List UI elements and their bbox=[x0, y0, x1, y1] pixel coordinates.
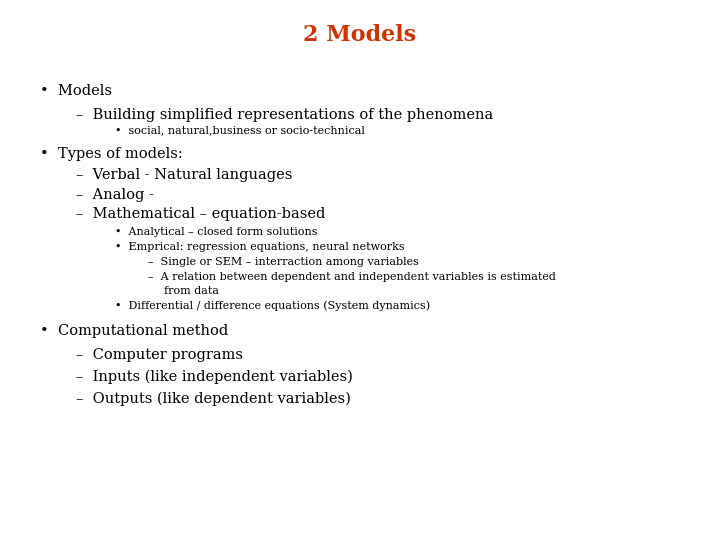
Text: –  Inputs (like independent variables): – Inputs (like independent variables) bbox=[76, 370, 353, 384]
Text: •  Models: • Models bbox=[40, 84, 112, 98]
Text: from data: from data bbox=[164, 286, 219, 296]
Text: 2 Models: 2 Models bbox=[303, 24, 417, 46]
Text: –  Single or SEM – interraction among variables: – Single or SEM – interraction among var… bbox=[148, 257, 418, 267]
Text: –  A relation between dependent and independent variables is estimated: – A relation between dependent and indep… bbox=[148, 272, 555, 282]
Text: •  Emprical: regression equations, neural networks: • Emprical: regression equations, neural… bbox=[115, 242, 405, 252]
Text: –  Computer programs: – Computer programs bbox=[76, 348, 243, 362]
Text: •  Computational method: • Computational method bbox=[40, 324, 228, 338]
Text: •  Types of models:: • Types of models: bbox=[40, 147, 182, 161]
Text: •  Differential / difference equations (System dynamics): • Differential / difference equations (S… bbox=[115, 301, 431, 312]
Text: •  Analytical – closed form solutions: • Analytical – closed form solutions bbox=[115, 227, 318, 237]
Text: –  Outputs (like dependent variables): – Outputs (like dependent variables) bbox=[76, 392, 351, 406]
Text: •  social, natural,business or socio-technical: • social, natural,business or socio-tech… bbox=[115, 125, 365, 136]
Text: –  Analog -: – Analog - bbox=[76, 188, 153, 202]
Text: –  Verbal - Natural languages: – Verbal - Natural languages bbox=[76, 168, 292, 183]
Text: –  Building simplified representations of the phenomena: – Building simplified representations of… bbox=[76, 108, 493, 122]
Text: –  Mathematical – equation-based: – Mathematical – equation-based bbox=[76, 207, 325, 221]
